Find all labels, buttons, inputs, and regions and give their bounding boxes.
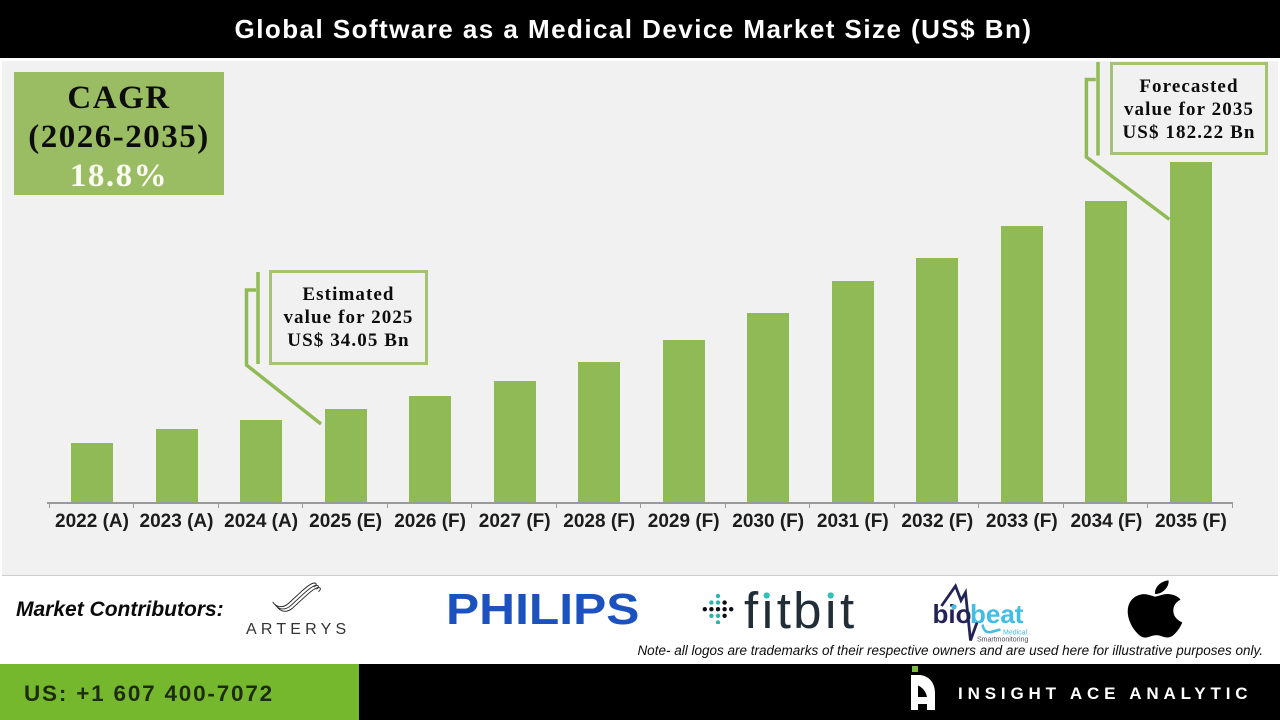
svg-text:Medical: Medical xyxy=(1003,630,1028,637)
svg-text:beat: beat xyxy=(970,599,1024,629)
svg-text:Smartmonitoring: Smartmonitoring xyxy=(977,637,1028,644)
svg-text:bio: bio xyxy=(933,599,972,629)
